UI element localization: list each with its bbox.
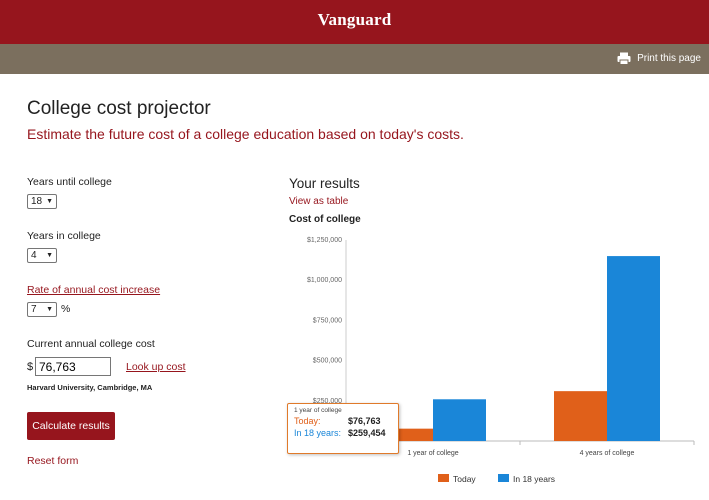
rate-value: 7: [31, 304, 37, 315]
chart-tooltip: 1 year of college Today: $76,763 In 18 y…: [287, 403, 399, 454]
y-tick-label: $250,000: [313, 398, 342, 405]
bar-today: [554, 391, 607, 441]
legend-swatch: [438, 474, 449, 482]
print-button[interactable]: Print this page: [617, 52, 701, 65]
bar-in-18-years: [607, 256, 660, 441]
printer-icon: [617, 52, 631, 65]
results-title: Your results: [289, 176, 360, 191]
brand-logo: Vanguard: [317, 10, 392, 29]
print-label: Print this page: [637, 53, 701, 64]
y-tick-label: $500,000: [313, 358, 342, 365]
x-category-label: 1 year of college: [407, 450, 458, 457]
tooltip-today-label: Today:: [294, 416, 321, 426]
tooltip-future-value: $259,454: [348, 428, 386, 438]
calculate-button[interactable]: Calculate results: [27, 412, 115, 440]
years-until-value: 18: [31, 196, 43, 207]
school-name: Harvard University, Cambridge, MA: [27, 383, 153, 392]
years-until-label: Years until college: [27, 176, 112, 188]
tooltip-future-label: In 18 years:: [294, 428, 342, 438]
y-tick-label: $1,000,000: [307, 277, 342, 284]
reset-form-link[interactable]: Reset form: [27, 455, 79, 467]
legend-label: In 18 years: [513, 474, 555, 484]
y-tick-label: $750,000: [313, 317, 342, 324]
years-in-label: Years in college: [27, 230, 101, 242]
cost-label: Current annual college cost: [27, 338, 155, 350]
years-in-select[interactable]: 4 ▼: [27, 248, 57, 263]
chart-title: Cost of college: [289, 214, 361, 225]
x-category-label: 4 years of college: [580, 450, 635, 457]
legend-swatch: [498, 474, 509, 482]
years-until-select[interactable]: 18 ▼: [27, 194, 57, 209]
percent-sign: %: [61, 303, 71, 315]
bar-in-18-years: [433, 399, 486, 441]
view-as-table-link[interactable]: View as table: [289, 196, 349, 207]
legend-label: Today: [453, 474, 476, 484]
chevron-down-icon: ▼: [46, 198, 54, 205]
header-bar: Vanguard: [0, 0, 709, 44]
page-subtitle: Estimate the future cost of a college ed…: [27, 126, 464, 142]
chevron-down-icon: ▼: [46, 252, 53, 259]
rate-select[interactable]: 7 ▼: [27, 302, 57, 317]
chevron-down-icon: ▼: [46, 306, 53, 313]
tooltip-today-value: $76,763: [348, 416, 381, 426]
years-in-value: 4: [31, 250, 37, 261]
look-up-cost-link[interactable]: Look up cost: [126, 361, 186, 373]
rate-increase-link[interactable]: Rate of annual cost increase: [27, 284, 161, 296]
tooltip-header: 1 year of college: [294, 407, 342, 414]
currency-symbol: $: [27, 361, 34, 373]
cost-chart: $250,000 $500,000 $750,000 $1,000,000 $1,250…: [307, 237, 695, 484]
y-tick-label: $1,250,000: [307, 237, 342, 244]
toolbar: Print this page: [0, 44, 709, 74]
page-title: College cost projector: [27, 98, 211, 119]
annual-cost-input[interactable]: [35, 357, 111, 376]
